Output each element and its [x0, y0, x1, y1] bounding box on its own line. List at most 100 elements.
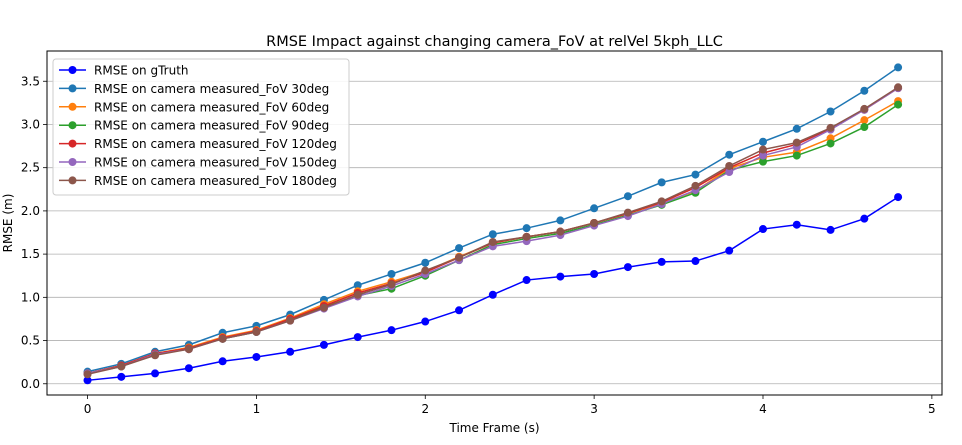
data-point: [590, 269, 599, 278]
series-0: [83, 193, 903, 385]
data-point: [691, 257, 700, 266]
legend-label: RMSE on camera measured_FoV 180deg: [94, 174, 337, 188]
data-point: [83, 370, 92, 379]
data-point: [792, 124, 801, 133]
data-point: [151, 351, 160, 360]
data-point: [623, 208, 632, 217]
data-point: [387, 280, 396, 289]
x-tick-label: 3: [590, 402, 598, 416]
data-point: [792, 138, 801, 147]
data-point: [725, 246, 734, 255]
legend-box: [52, 58, 350, 196]
data-point: [860, 123, 869, 132]
y-tick-label: 3.0: [21, 117, 40, 131]
data-point: [725, 150, 734, 159]
legend-entry: RMSE on camera measured_FoV 90deg: [59, 119, 329, 133]
x-axis-label: Time Frame (s): [449, 421, 540, 435]
data-point: [455, 244, 464, 253]
data-point: [792, 220, 801, 229]
legend-entry: RMSE on camera measured_FoV 180deg: [59, 174, 337, 188]
series-layer: [83, 63, 903, 385]
data-point: [252, 327, 261, 336]
x-tick-label: 4: [759, 402, 767, 416]
data-point: [894, 193, 903, 202]
data-point: [759, 151, 767, 160]
data-point: [421, 258, 430, 267]
legend-label: RMSE on camera measured_FoV 30deg: [94, 82, 329, 96]
data-point: [826, 225, 835, 234]
y-tick-label: 0.0: [21, 377, 40, 391]
data-point: [421, 266, 430, 275]
data-point: [623, 192, 632, 201]
data-point: [319, 340, 328, 349]
data-point: [286, 316, 295, 325]
data-point: [455, 306, 464, 315]
data-point: [725, 161, 734, 170]
legend-marker: [68, 102, 77, 111]
data-point: [657, 178, 666, 187]
data-point: [252, 352, 261, 361]
data-point: [657, 257, 666, 266]
legend-label: RMSE on gTruth: [94, 64, 189, 78]
legend-label: RMSE on camera measured_FoV 150deg: [94, 156, 337, 170]
data-point: [860, 86, 869, 95]
y-tick-label: 2.5: [21, 161, 40, 175]
data-point: [387, 269, 396, 278]
ticks-layer: 0.0 0.5 1.0 1.5 2.0 2.5 3.0 3.5 0 1 2 3 4 5: [21, 74, 936, 416]
data-point: [759, 145, 767, 154]
data-point: [894, 83, 903, 92]
data-point: [860, 214, 869, 223]
x-tick-label: 1: [253, 402, 261, 416]
legend-entry: RMSE on gTruth: [59, 64, 189, 78]
x-tick-label: 5: [928, 402, 936, 416]
data-point: [218, 334, 227, 343]
data-point: [657, 197, 666, 206]
x-tick-label: 2: [421, 402, 429, 416]
legend-marker: [68, 176, 77, 185]
data-point: [590, 219, 599, 227]
data-point: [353, 281, 362, 290]
legend-entry: RMSE on camera measured_FoV 30deg: [59, 82, 329, 96]
legend-marker: [68, 66, 77, 74]
data-point: [691, 170, 700, 179]
data-point: [353, 333, 362, 342]
plot-frame: [46, 50, 943, 396]
data-point: [319, 303, 328, 312]
x-tick-label: 0: [84, 402, 92, 416]
y-tick-label: 3.5: [21, 74, 40, 88]
y-axis-label: RMSE (m): [1, 194, 15, 253]
data-point: [826, 107, 835, 116]
legend-marker: [68, 121, 77, 130]
legend-entry: RMSE on camera measured_FoV 60deg: [59, 100, 329, 114]
data-point: [522, 232, 531, 241]
y-tick-label: 2.0: [21, 204, 40, 218]
data-point: [792, 151, 801, 160]
legend-marker: [68, 139, 77, 148]
data-point: [556, 272, 565, 281]
y-tick-label: 1.5: [21, 247, 40, 261]
legend-entry: RMSE on camera measured_FoV 120deg: [59, 137, 337, 151]
data-point: [455, 253, 464, 262]
data-point: [691, 181, 700, 190]
data-point: [894, 63, 903, 72]
data-point: [522, 276, 531, 285]
y-tick-label: 0.5: [21, 334, 40, 348]
y-tick-label: 1.0: [21, 290, 40, 304]
legend-marker: [68, 84, 77, 93]
series-6: [83, 83, 903, 379]
data-point: [894, 100, 903, 109]
data-point: [522, 224, 531, 233]
legend-marker: [68, 158, 77, 166]
legend-label: RMSE on camera measured_FoV 60deg: [94, 100, 329, 114]
legend-label: RMSE on camera measured_FoV 90deg: [94, 119, 329, 133]
data-point: [759, 225, 767, 234]
data-point: [117, 372, 126, 381]
data-point: [826, 139, 835, 148]
data-point: [590, 204, 599, 213]
data-point: [759, 137, 767, 146]
legend: RMSE on gTruth RMSE on camera measured_Fo…: [52, 58, 350, 196]
data-point: [218, 357, 227, 366]
data-point: [556, 227, 565, 236]
chart-title: RMSE Impact against changing camera_FoV …: [266, 34, 723, 50]
data-point: [117, 362, 126, 371]
